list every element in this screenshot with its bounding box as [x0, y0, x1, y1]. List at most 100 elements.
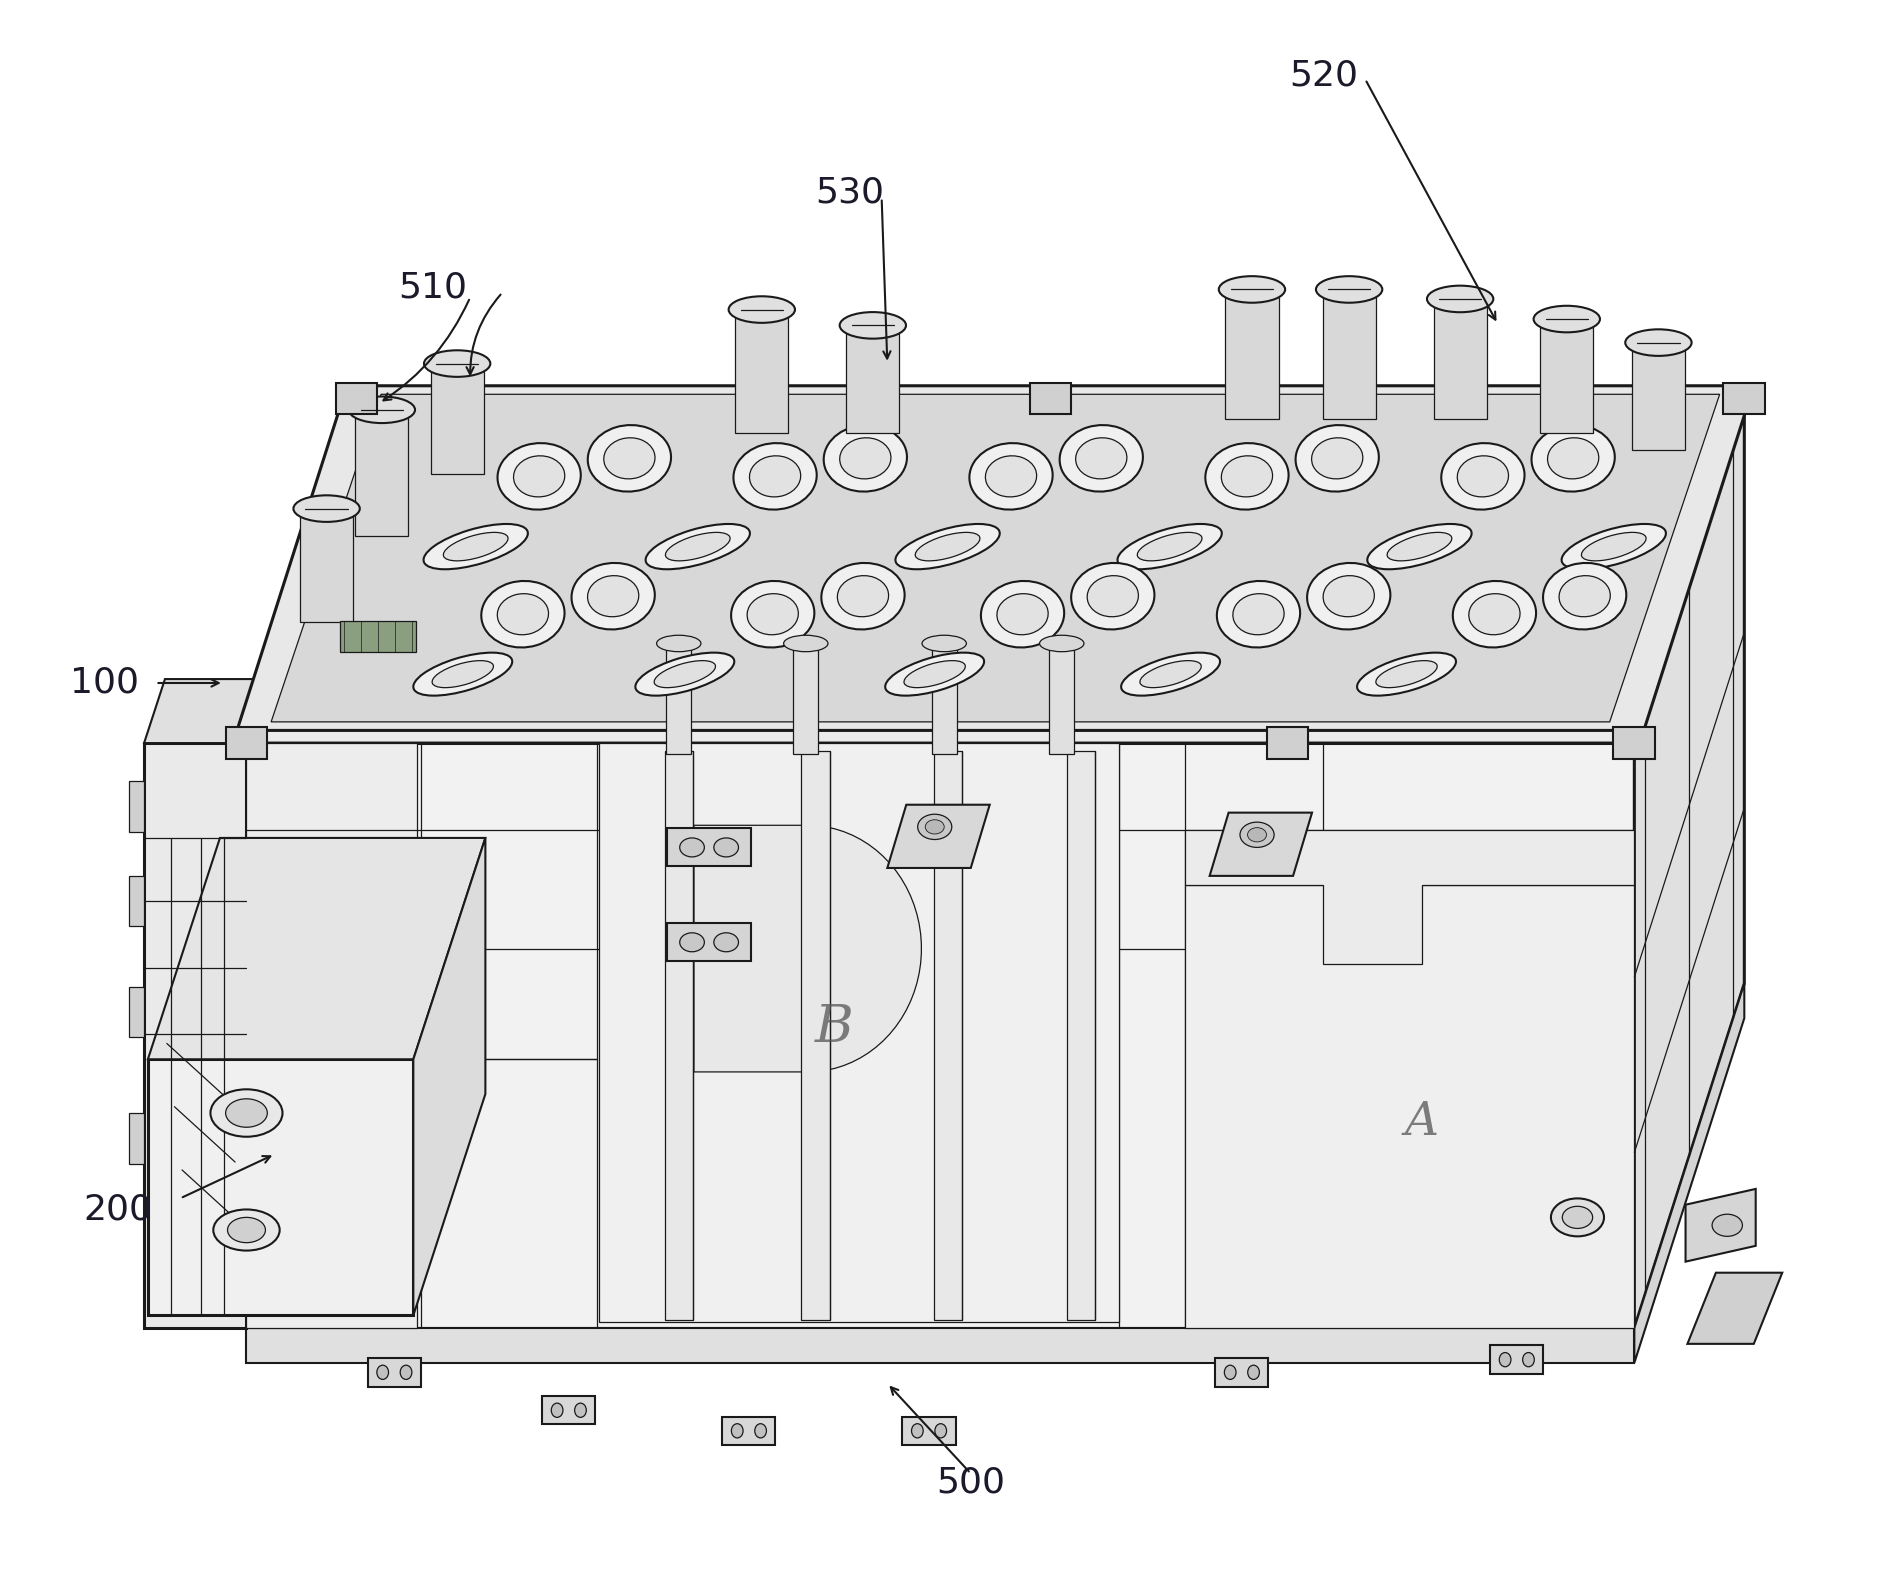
- Ellipse shape: [997, 593, 1048, 636]
- Ellipse shape: [423, 523, 527, 569]
- Polygon shape: [129, 987, 144, 1037]
- Polygon shape: [599, 743, 1119, 1322]
- Ellipse shape: [840, 438, 891, 479]
- Ellipse shape: [1367, 523, 1471, 569]
- Polygon shape: [1066, 751, 1094, 1320]
- Ellipse shape: [1376, 661, 1437, 688]
- Polygon shape: [1723, 383, 1765, 414]
- Polygon shape: [226, 727, 267, 759]
- Ellipse shape: [1323, 575, 1375, 617]
- Ellipse shape: [1562, 1206, 1593, 1228]
- Ellipse shape: [1500, 1352, 1511, 1366]
- Ellipse shape: [747, 593, 798, 636]
- Polygon shape: [887, 805, 990, 868]
- Polygon shape: [1686, 1189, 1756, 1262]
- Ellipse shape: [969, 443, 1052, 509]
- Ellipse shape: [713, 838, 738, 857]
- Ellipse shape: [732, 1423, 743, 1439]
- Ellipse shape: [1306, 563, 1390, 629]
- Polygon shape: [246, 743, 417, 1328]
- Ellipse shape: [1532, 425, 1615, 492]
- Bar: [793, 643, 819, 754]
- Ellipse shape: [1221, 455, 1272, 496]
- Ellipse shape: [432, 661, 493, 688]
- Polygon shape: [129, 781, 144, 832]
- Ellipse shape: [912, 1423, 923, 1439]
- Ellipse shape: [1248, 1364, 1259, 1379]
- Ellipse shape: [1428, 286, 1494, 311]
- Ellipse shape: [1625, 329, 1691, 356]
- Ellipse shape: [823, 425, 906, 492]
- Polygon shape: [1687, 1273, 1782, 1344]
- Polygon shape: [336, 383, 377, 414]
- Ellipse shape: [1441, 443, 1524, 509]
- Ellipse shape: [935, 1423, 946, 1439]
- Text: 520: 520: [1289, 58, 1358, 93]
- Text: 510: 510: [398, 270, 466, 305]
- Ellipse shape: [1469, 593, 1521, 636]
- Polygon shape: [1210, 813, 1312, 876]
- Ellipse shape: [918, 814, 952, 840]
- Ellipse shape: [400, 1364, 411, 1379]
- Ellipse shape: [1071, 563, 1155, 629]
- Bar: [1225, 289, 1278, 419]
- Ellipse shape: [647, 523, 751, 569]
- Ellipse shape: [665, 533, 730, 561]
- Polygon shape: [667, 828, 751, 866]
- Polygon shape: [144, 743, 246, 1328]
- Ellipse shape: [904, 661, 965, 688]
- Ellipse shape: [1075, 438, 1126, 479]
- Bar: [933, 643, 956, 754]
- Polygon shape: [800, 751, 829, 1320]
- Polygon shape: [933, 751, 961, 1320]
- Ellipse shape: [425, 351, 491, 376]
- Ellipse shape: [749, 455, 800, 496]
- Ellipse shape: [679, 933, 705, 952]
- Bar: [1433, 299, 1486, 419]
- Bar: [665, 643, 690, 754]
- Ellipse shape: [1562, 523, 1667, 569]
- Polygon shape: [413, 838, 485, 1315]
- Ellipse shape: [552, 1404, 563, 1417]
- Ellipse shape: [571, 563, 654, 629]
- Bar: [300, 509, 353, 623]
- Polygon shape: [1185, 830, 1634, 964]
- Ellipse shape: [921, 636, 967, 651]
- Ellipse shape: [1039, 636, 1085, 651]
- Bar: [430, 364, 483, 474]
- Polygon shape: [1030, 383, 1071, 414]
- Polygon shape: [1613, 727, 1655, 759]
- Ellipse shape: [1534, 305, 1600, 332]
- Polygon shape: [1215, 1358, 1268, 1387]
- Ellipse shape: [1225, 1364, 1236, 1379]
- Ellipse shape: [228, 1217, 265, 1243]
- Polygon shape: [664, 751, 692, 1320]
- Text: 500: 500: [937, 1466, 1005, 1500]
- Ellipse shape: [734, 443, 817, 509]
- Ellipse shape: [514, 455, 565, 496]
- Ellipse shape: [895, 523, 999, 569]
- Ellipse shape: [728, 296, 794, 323]
- Ellipse shape: [755, 1423, 766, 1439]
- Polygon shape: [246, 398, 1744, 743]
- Ellipse shape: [1316, 277, 1382, 302]
- Ellipse shape: [497, 443, 580, 509]
- Polygon shape: [148, 838, 485, 1059]
- Polygon shape: [1185, 885, 1634, 1328]
- Ellipse shape: [783, 636, 829, 651]
- Polygon shape: [667, 923, 751, 961]
- Bar: [355, 409, 408, 536]
- Ellipse shape: [349, 397, 415, 424]
- Ellipse shape: [840, 311, 906, 338]
- Polygon shape: [129, 1113, 144, 1164]
- Bar: [339, 621, 415, 653]
- Bar: [736, 310, 789, 433]
- Ellipse shape: [588, 575, 639, 617]
- Ellipse shape: [1060, 425, 1143, 492]
- Ellipse shape: [1121, 653, 1219, 696]
- Ellipse shape: [588, 425, 671, 492]
- Polygon shape: [1634, 398, 1744, 1328]
- Ellipse shape: [1139, 661, 1202, 688]
- Ellipse shape: [1232, 593, 1284, 636]
- Ellipse shape: [1117, 523, 1221, 569]
